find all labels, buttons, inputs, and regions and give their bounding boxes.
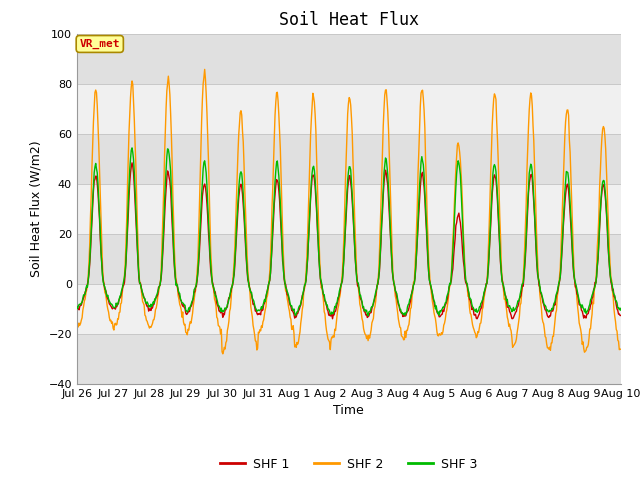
- Bar: [77, 184, 621, 234]
- Bar: [77, 134, 621, 184]
- Legend: SHF 1, SHF 2, SHF 3: SHF 1, SHF 2, SHF 3: [216, 453, 482, 476]
- X-axis label: Time: Time: [333, 405, 364, 418]
- Bar: [77, 334, 621, 384]
- Text: VR_met: VR_met: [79, 39, 120, 49]
- Y-axis label: Soil Heat Flux (W/m2): Soil Heat Flux (W/m2): [30, 141, 43, 277]
- Bar: [77, 284, 621, 334]
- Bar: [77, 234, 621, 284]
- Title: Soil Heat Flux: Soil Heat Flux: [279, 11, 419, 29]
- Bar: [77, 34, 621, 84]
- Bar: [77, 84, 621, 134]
